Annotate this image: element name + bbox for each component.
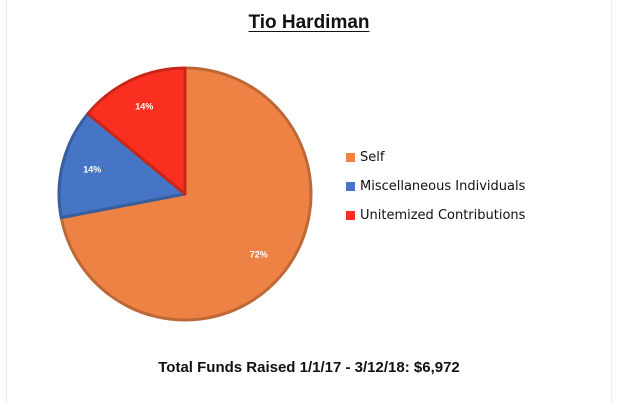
slice-label-unitemized-contributions: 14% xyxy=(135,102,153,112)
legend-label-unitemized-contributions: Unitemized Contributions xyxy=(360,208,526,223)
pie-slice-labels: 72% 14% 14% xyxy=(83,102,268,260)
pie-slices xyxy=(57,66,313,322)
slice-label-self: 72% xyxy=(250,249,268,259)
legend: Self Miscellaneous Individuals Unitemize… xyxy=(346,143,525,230)
pie-slice-miscellaneous-individuals xyxy=(57,112,187,220)
total-funds-footer: Total Funds Raised 1/1/17 - 3/12/18: $6,… xyxy=(158,359,460,376)
pie-chart: 72% 14% 14% xyxy=(57,66,313,322)
pie-slice-unitemized-contributions xyxy=(86,66,187,196)
legend-label-miscellaneous-individuals: Miscellaneous Individuals xyxy=(360,179,526,194)
legend-swatch-miscellaneous-individuals xyxy=(346,182,355,191)
legend-item-unitemized-contributions: Unitemized Contributions xyxy=(346,201,525,230)
chart-title: Tio Hardiman xyxy=(248,12,370,33)
slice-label-miscellaneous-individuals: 14% xyxy=(83,165,101,175)
legend-swatch-self xyxy=(346,153,355,162)
legend-swatch-unitemized-contributions xyxy=(346,211,355,220)
chart-frame: Tio Hardiman 72% 14% 14% Self Miscellaneou… xyxy=(6,0,612,404)
legend-label-self: Self xyxy=(360,150,385,165)
legend-item-self: Self xyxy=(346,143,525,172)
legend-item-miscellaneous-individuals: Miscellaneous Individuals xyxy=(346,172,525,201)
